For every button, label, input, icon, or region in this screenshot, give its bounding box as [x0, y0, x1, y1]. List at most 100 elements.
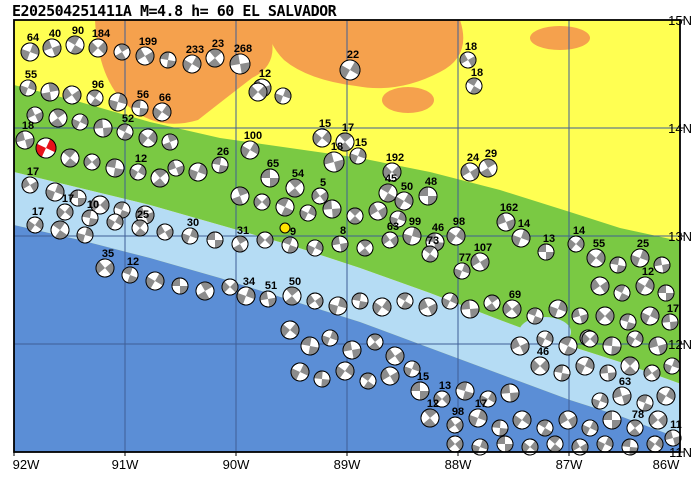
ball-quadrants	[183, 56, 201, 72]
lon-tick-label: 89W	[334, 457, 361, 472]
ball-quadrants	[36, 138, 56, 158]
focal-mechanism-ball	[483, 294, 501, 312]
ball-rim	[421, 245, 439, 263]
ball-quadrants	[636, 278, 654, 294]
focal-mechanism-ball	[19, 79, 37, 97]
ball-quadrants	[189, 163, 207, 181]
ball-quadrants	[472, 439, 488, 455]
ball-rim	[465, 77, 483, 95]
highland-patch	[530, 26, 590, 50]
ball-quadrants	[182, 228, 198, 244]
ball-quadrants	[657, 388, 675, 404]
ball-rim	[380, 366, 400, 386]
ball-rim	[256, 231, 274, 249]
ball-rim	[86, 89, 104, 107]
focal-mechanism-ball	[229, 53, 251, 75]
ball-quadrants	[153, 169, 167, 187]
lon-tick-label: 92W	[13, 457, 40, 472]
ball-quadrants	[314, 371, 330, 387]
focal-mechanism-ball	[661, 313, 679, 331]
depth-label: 46	[432, 222, 444, 234]
ball-quadrants	[596, 309, 614, 323]
ball-quadrants	[50, 109, 66, 127]
focal-mechanism-ball	[366, 333, 384, 351]
depth-label: 192	[386, 152, 404, 164]
ball-quadrants	[538, 244, 554, 260]
ball-rim	[240, 140, 260, 160]
focal-mechanism-ball	[56, 203, 74, 221]
ball-rim	[311, 187, 329, 205]
focal-mechanism-ball	[602, 336, 622, 356]
ball-quadrants	[447, 228, 465, 244]
focal-mechanism-ball	[479, 390, 497, 408]
ball-quadrants	[597, 436, 613, 452]
ball-rim	[446, 416, 464, 434]
ball-quadrants	[480, 392, 496, 406]
ball-rim	[356, 239, 374, 257]
depth-label: 77	[459, 252, 471, 264]
depth-label: 69	[509, 289, 521, 301]
ball-quadrants	[233, 236, 247, 252]
ball-rim	[282, 286, 302, 306]
depth-label: 40	[49, 28, 61, 40]
ball-rim	[161, 133, 179, 151]
ball-rim	[420, 408, 440, 428]
ball-rim	[331, 235, 349, 253]
focal-mechanism-ball	[331, 235, 349, 253]
focal-mechanism-ball	[282, 286, 302, 306]
focal-mechanism-ball	[159, 51, 177, 69]
ball-quadrants	[20, 80, 36, 96]
depth-label: 12	[427, 398, 439, 410]
ball-rim	[382, 162, 402, 182]
ball-rim	[328, 296, 348, 316]
focal-mechanism-ball	[536, 330, 554, 348]
focal-mechanism-ball	[453, 262, 471, 280]
ball-rim	[479, 390, 497, 408]
ball-quadrants	[153, 104, 171, 120]
ball-quadrants	[91, 198, 109, 212]
focal-mechanism-ball	[121, 266, 139, 284]
focal-mechanism-ball	[653, 256, 671, 274]
ball-rim	[300, 336, 320, 356]
ball-quadrants	[312, 189, 328, 203]
focal-mechanism-ball	[581, 330, 599, 348]
ball-quadrants	[313, 131, 331, 145]
focal-mechanism-ball	[441, 292, 459, 310]
ball-rim	[290, 362, 310, 382]
lat-tick-label: 11N	[669, 445, 692, 460]
ball-quadrants	[469, 409, 487, 427]
focal-mechanism-ball	[195, 281, 215, 301]
ball-quadrants	[114, 202, 130, 218]
focal-mechanism-ball	[648, 410, 668, 430]
depth-label: 66	[159, 92, 171, 104]
focal-mechanism-ball	[663, 357, 681, 375]
ball-rim	[567, 235, 585, 253]
focal-mechanism-ball	[468, 408, 488, 428]
focal-mechanism-ball	[446, 416, 464, 434]
focal-mechanism-ball	[50, 220, 70, 240]
ball-rim	[230, 186, 250, 206]
ball-rim	[342, 340, 362, 360]
ball-rim	[188, 162, 208, 182]
ball-quadrants	[582, 420, 598, 436]
ball-quadrants	[390, 211, 406, 227]
ball-quadrants	[349, 208, 361, 224]
focal-mechanisms	[15, 35, 682, 456]
ball-rim	[483, 294, 501, 312]
ball-quadrants	[27, 218, 43, 232]
focal-mechanism-ball	[460, 299, 480, 319]
ball-rim	[322, 199, 342, 219]
lat-tick-label: 14N	[668, 121, 692, 136]
ball-rim	[211, 156, 229, 174]
ball-quadrants	[276, 198, 294, 216]
ball-rim	[510, 336, 530, 356]
ball-quadrants	[208, 49, 222, 67]
focal-mechanism-ball	[640, 306, 660, 326]
ball-quadrants	[241, 142, 259, 158]
ball-rim	[274, 87, 292, 105]
focal-mechanism-ball	[150, 168, 170, 188]
ball-quadrants	[622, 439, 638, 455]
ball-rim	[511, 228, 531, 248]
focal-mechanism-ball	[60, 148, 80, 168]
ball-rim	[71, 113, 89, 131]
